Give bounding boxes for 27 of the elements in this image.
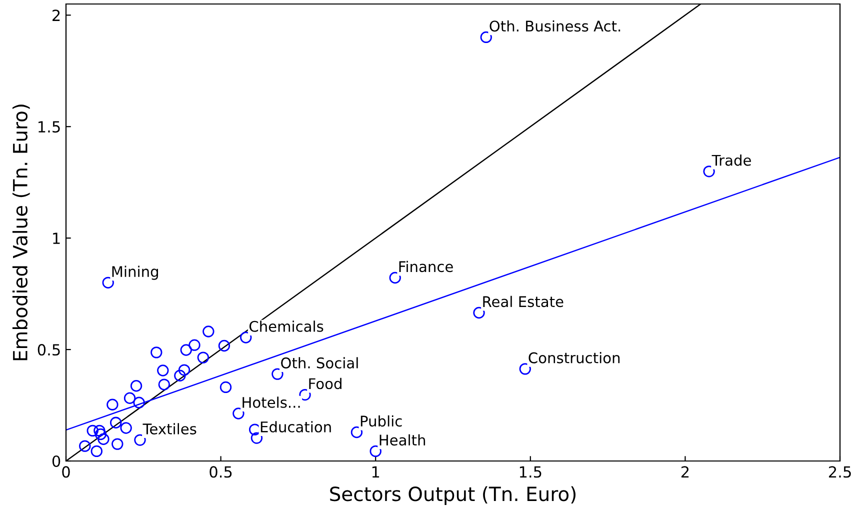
y-axis-title: Embodied Value (Tn. Euro) [12,104,30,360]
annotation: Real Estate [483,296,564,308]
x-tick-label: 2.5 [828,466,851,478]
x-tick-label: 0.5 [210,466,232,478]
annotation: Construction [528,352,620,364]
x-tick-label: 2 [681,466,689,478]
annotation: Trade [712,154,751,166]
y-tick-label: 0.5 [38,344,60,356]
annotation: Health [380,434,426,446]
y-tick-label: 0 [52,455,60,468]
annotation: Food [309,378,342,390]
annotation: Oth. Social [281,357,358,368]
annotation: Public [360,415,402,427]
annotation: Oth. Business Act. [490,20,620,32]
annotation: Textiles [142,423,196,434]
x-axis-title: Sectors Output (Tn. Euro) [330,486,576,506]
x-tick-label: 1.5 [520,466,542,478]
annotation: Hotels... [242,396,300,408]
annotation: Mining [112,266,158,280]
y-tick-label: 1 [53,232,60,244]
y-tick-label: 2 [52,10,60,21]
y-tick-label: 1.5 [38,121,60,133]
annotation: Finance [399,260,453,272]
x-tick-label: 0 [62,466,70,478]
annotation: Chemicals [249,320,324,332]
x-tick-label: 1 [372,466,380,478]
annotation: Education [260,421,331,432]
